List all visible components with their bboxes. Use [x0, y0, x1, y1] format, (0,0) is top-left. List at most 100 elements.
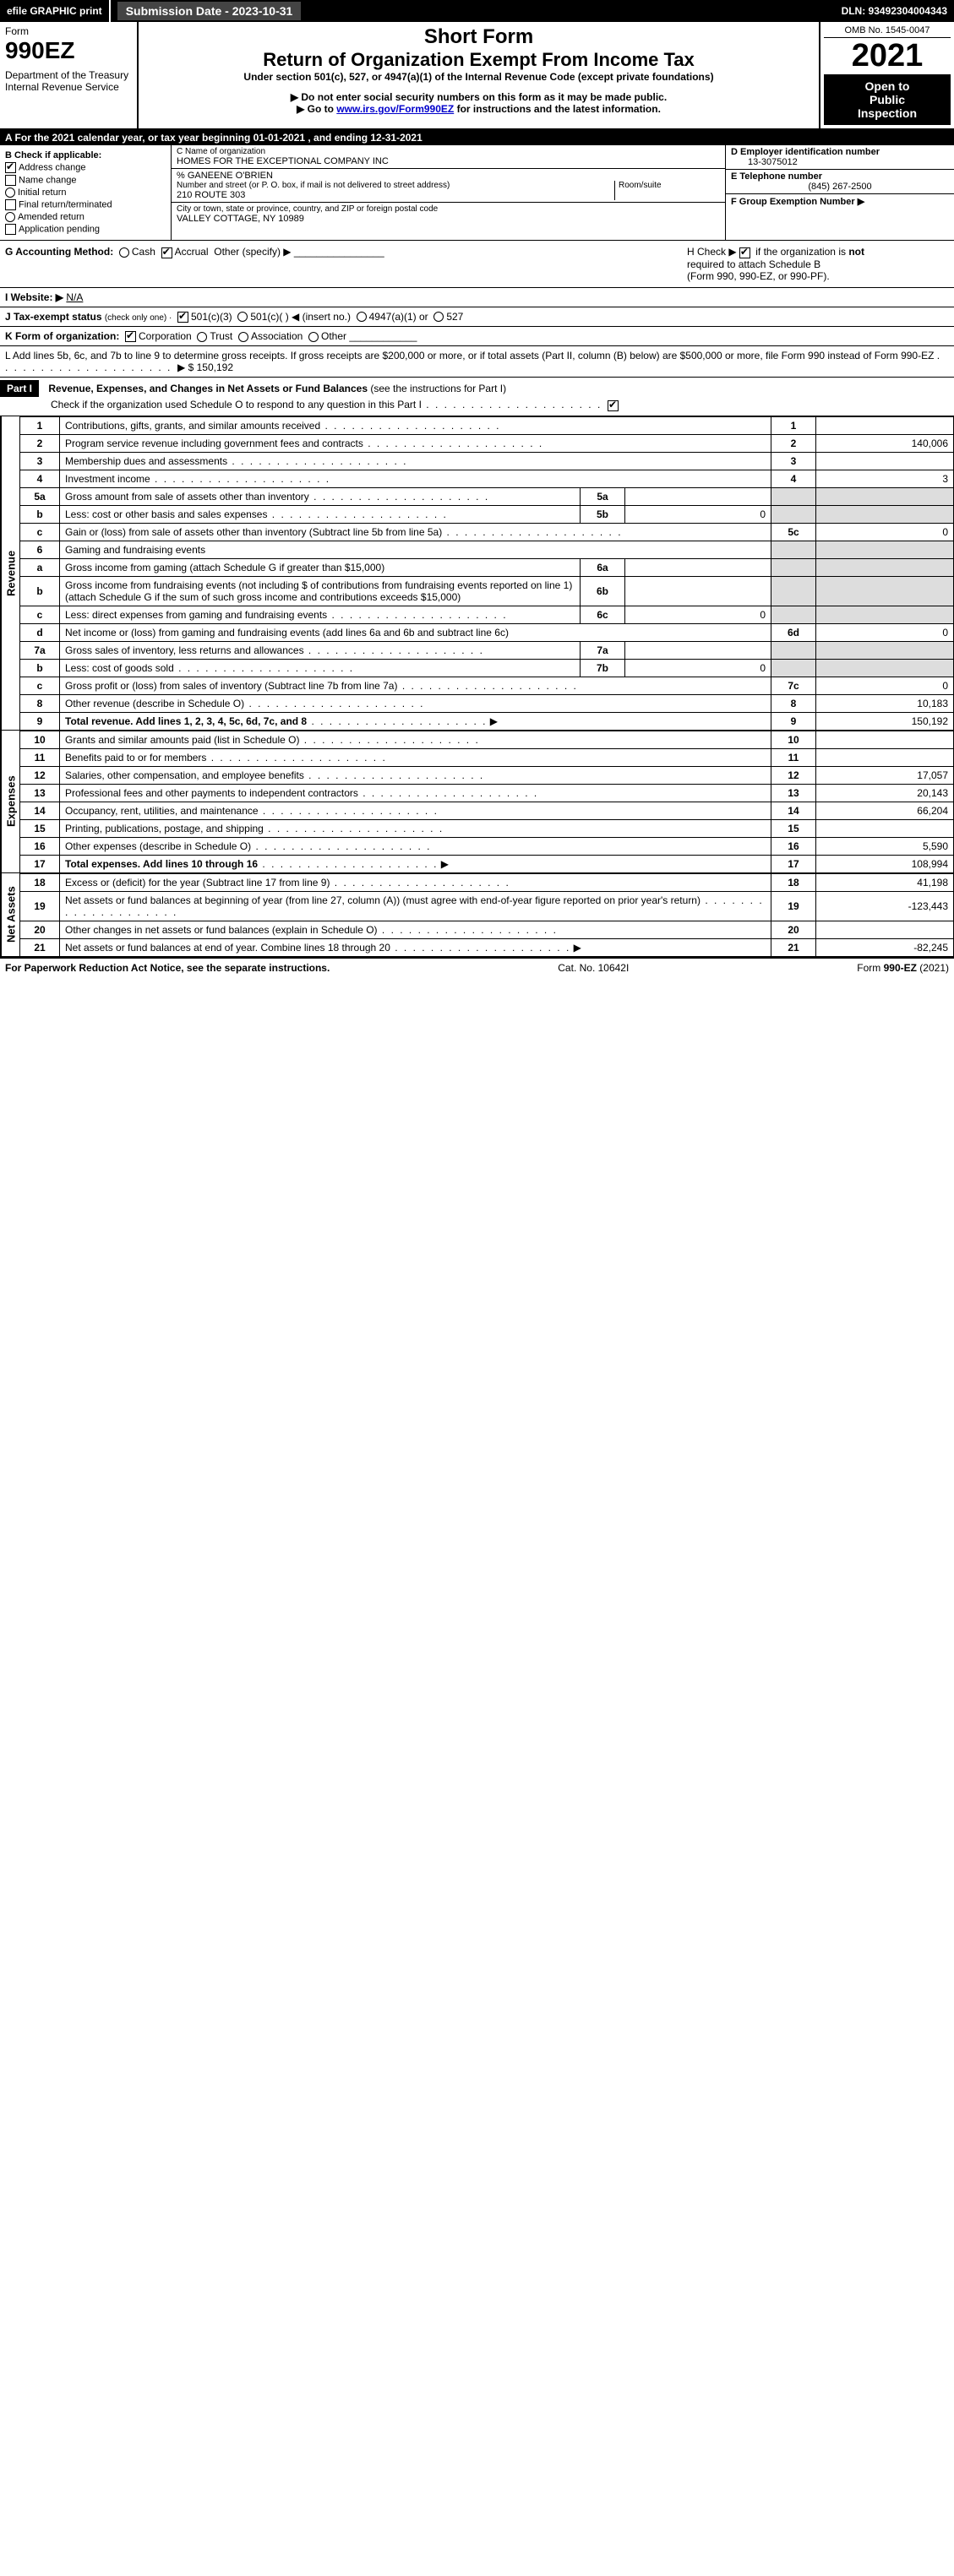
l-arrow: ▶ $: [177, 361, 194, 373]
table-row: bGross income from fundraising events (n…: [20, 576, 954, 606]
table-row: 10Grants and similar amounts paid (list …: [20, 731, 954, 748]
netassets-section: Net Assets 18Excess or (deficit) for the…: [0, 873, 954, 957]
table-row: 8Other revenue (describe in Schedule O)8…: [20, 694, 954, 712]
radio-icon[interactable]: [197, 332, 207, 342]
k-label: K Form of organization:: [5, 330, 119, 342]
expenses-side-label: Expenses: [1, 731, 20, 872]
check-label: Application pending: [19, 225, 100, 235]
phone-value: (845) 267-2500: [731, 182, 949, 192]
table-row: 3Membership dues and assessments3: [20, 452, 954, 470]
k-opt: Corporation: [139, 330, 192, 342]
radio-icon[interactable]: [119, 247, 129, 258]
checkbox-icon[interactable]: [739, 247, 750, 258]
radio-icon[interactable]: [238, 332, 248, 342]
radio-icon[interactable]: [308, 332, 319, 342]
open-line-1: Open to: [827, 79, 947, 93]
table-row: cLess: direct expenses from gaming and f…: [20, 606, 954, 623]
h-text2: if the organization is: [753, 246, 848, 258]
ein-cell: D Employer identification number 13-3075…: [726, 145, 954, 170]
table-row: aGross income from gaming (attach Schedu…: [20, 558, 954, 576]
table-row: bLess: cost or other basis and sales exp…: [20, 505, 954, 523]
line-h: H Check ▶ if the organization is not req…: [682, 241, 954, 286]
city-cell: City or town, state or province, country…: [172, 203, 725, 226]
table-row: 14Occupancy, rent, utilities, and mainte…: [20, 802, 954, 819]
g-label: G Accounting Method:: [5, 246, 113, 258]
header-left: Form 990EZ Department of the Treasury In…: [0, 22, 139, 128]
table-row: 16Other expenses (describe in Schedule O…: [20, 837, 954, 855]
org-name-cell: C Name of organization HOMES FOR THE EXC…: [172, 145, 725, 169]
radio-icon[interactable]: [237, 312, 248, 322]
table-row: 20Other changes in net assets or fund ba…: [20, 921, 954, 938]
form-word: Form: [5, 25, 132, 37]
h-not: not: [848, 246, 864, 258]
phone-label: E Telephone number: [731, 171, 949, 182]
check-address-change[interactable]: Address change: [5, 162, 166, 173]
open-line-3: Inspection: [827, 106, 947, 120]
check-amended[interactable]: Amended return: [5, 212, 166, 222]
line-g: G Accounting Method: Cash Accrual Other …: [0, 241, 682, 286]
header-center: Short Form Return of Organization Exempt…: [139, 22, 819, 128]
page-footer: For Paperwork Reduction Act Notice, see …: [0, 957, 954, 977]
street-cell: % GANEENE O'BRIEN Number and street (or …: [172, 169, 725, 203]
netassets-table: 18Excess or (deficit) for the year (Subt…: [20, 873, 954, 957]
table-row: 9Total revenue. Add lines 1, 2, 3, 4, 5c…: [20, 712, 954, 730]
header-right: OMB No. 1545-0047 2021 Open to Public In…: [819, 22, 954, 128]
open-line-2: Public: [827, 93, 947, 106]
dln-label: DLN: 93492304004343: [842, 5, 954, 17]
irs-link[interactable]: www.irs.gov/Form990EZ: [336, 103, 454, 115]
j-sub: (check only one) ·: [105, 313, 172, 323]
radio-icon[interactable]: [357, 312, 367, 322]
radio-icon[interactable]: [433, 312, 444, 322]
ein-value: 13-3075012: [731, 157, 949, 167]
netassets-sidebar: Net Assets: [0, 873, 20, 957]
table-row: cGain or (loss) from sale of assets othe…: [20, 523, 954, 541]
city-label: City or town, state or province, country…: [177, 204, 720, 214]
footer-center: Cat. No. 10642I: [330, 962, 857, 974]
dept-line-2: Internal Revenue Service: [5, 81, 132, 93]
checkbox-icon[interactable]: [608, 400, 619, 411]
short-form-label: Short Form: [144, 25, 814, 49]
table-row: 13Professional fees and other payments t…: [20, 784, 954, 802]
open-to-public: Open to Public Inspection: [824, 74, 951, 125]
submission-date: Submission Date - 2023-10-31: [117, 2, 302, 20]
k-opt: Trust: [210, 330, 232, 342]
table-row: 19Net assets or fund balances at beginni…: [20, 891, 954, 921]
j-label: J Tax-exempt status: [5, 311, 102, 323]
checkbox-icon[interactable]: [177, 312, 188, 323]
revenue-table: 1Contributions, gifts, grants, and simil…: [20, 416, 954, 731]
form-number: 990EZ: [5, 37, 132, 64]
table-row: 12Salaries, other compensation, and empl…: [20, 766, 954, 784]
street: 210 ROUTE 303: [177, 190, 614, 200]
revenue-sidebar: Revenue: [0, 416, 20, 731]
top-bar: efile GRAPHIC print Submission Date - 20…: [0, 0, 954, 22]
l-text: L Add lines 5b, 6c, and 7b to line 9 to …: [5, 350, 934, 361]
part-title: Revenue, Expenses, and Changes in Net As…: [41, 383, 506, 394]
check-label: Initial return: [18, 187, 66, 198]
check-label: Address change: [19, 162, 86, 172]
check-pending[interactable]: Application pending: [5, 224, 166, 235]
care-of: % GANEENE O'BRIEN: [177, 171, 720, 181]
group-cell: F Group Exemption Number ▶: [726, 194, 954, 209]
check-final-return[interactable]: Final return/terminated: [5, 199, 166, 210]
ein-label: D Employer identification number: [731, 147, 949, 157]
tax-year: 2021: [824, 38, 951, 74]
part-1-header: Part I Revenue, Expenses, and Changes in…: [0, 378, 954, 416]
table-row: 17Total expenses. Add lines 10 through 1…: [20, 855, 954, 872]
checkbox-icon[interactable]: [161, 247, 172, 258]
efile-label[interactable]: efile GRAPHIC print: [0, 0, 111, 22]
j-opt1: 501(c)(3): [191, 311, 232, 323]
table-row: 1Contributions, gifts, grants, and simil…: [20, 416, 954, 434]
line-a: A For the 2021 calendar year, or tax yea…: [0, 130, 954, 145]
table-row: 4Investment income43: [20, 470, 954, 487]
checkbox-icon: [5, 162, 16, 173]
column-d: D Employer identification number 13-3075…: [725, 145, 954, 240]
table-row: 18Excess or (deficit) for the year (Subt…: [20, 873, 954, 891]
check-initial-return[interactable]: Initial return: [5, 187, 166, 198]
j-opt4: 527: [446, 311, 463, 323]
table-row: 6Gaming and fundraising events: [20, 541, 954, 558]
footer-right: Form 990-EZ (2021): [857, 962, 949, 974]
checkbox-icon: [5, 199, 16, 210]
check-name-change[interactable]: Name change: [5, 175, 166, 186]
goto-line: ▶ Go to www.irs.gov/Form990EZ for instru…: [144, 103, 814, 115]
checkbox-icon[interactable]: [125, 331, 136, 342]
